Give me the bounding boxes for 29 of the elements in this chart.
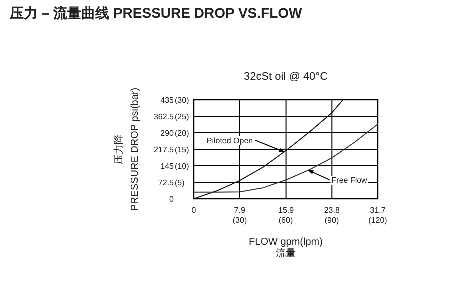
chart-title: 压力 – 流量曲线 PRESSURE DROP VS.FLOW [9,5,304,21]
y-tick-label: 217.5 [154,146,175,154]
x2-tick-label: (30) [232,216,248,225]
annotation: Free Flow [332,176,368,186]
x2-tick-label: (90) [324,216,340,225]
x2-tick-label: (60) [278,216,294,225]
y2-tick-label: (10) [175,162,190,171]
x-tick-label: 7.9 [234,206,246,215]
chart-subtitle: 32cSt oil @ 40°C [244,71,328,83]
y2-tick-label: (20) [175,129,190,138]
x-tick-label: 31.7 [370,206,386,215]
y-tick-label: 290 [160,129,175,138]
x2-tick-label: (120) [368,216,388,225]
y2-tick-label: (5) [175,178,186,188]
y-tick-label: 362.5 [154,112,175,122]
y2-tick-label: (15) [175,146,190,154]
x-tick-label: 23.8 [324,206,340,215]
y-tick-label: 72.5 [158,178,175,188]
y2-tick-label: (25) [175,112,190,122]
y-tick-label: 435 [160,96,175,105]
annotation: Piloted Open [206,136,254,146]
y2-tick-label: (30) [175,96,190,105]
x-tick-label: 0 [192,206,197,215]
line-series [194,124,378,193]
y-tick-label: 0 [170,195,175,204]
y-axis-title: 压力降 PRESSURE DROP psi(bar) [113,88,141,212]
y-tick-label: 145 [160,162,175,171]
x-axis-title: FLOW gpm(lpm) 流量 [249,237,323,260]
x-tick-label: 15.9 [278,206,295,215]
